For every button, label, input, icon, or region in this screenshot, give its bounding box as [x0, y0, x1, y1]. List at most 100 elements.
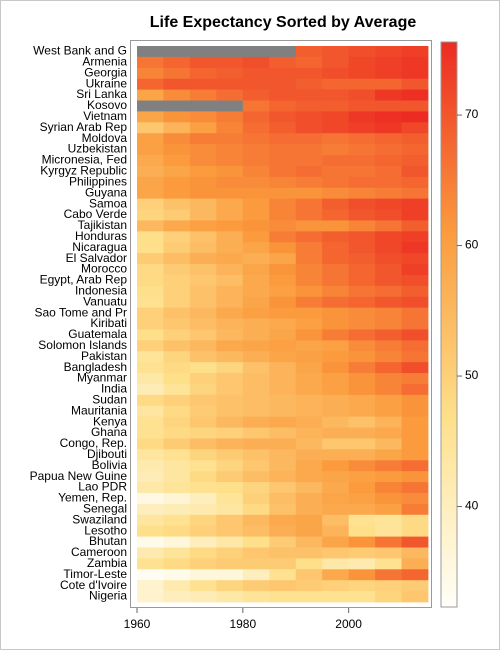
heat-cell — [163, 591, 191, 603]
heat-cell — [295, 253, 323, 265]
heat-cell — [137, 362, 164, 374]
heat-cell — [216, 209, 244, 221]
heat-cell — [295, 492, 323, 505]
heat-cell — [189, 591, 217, 603]
heat-cell — [295, 580, 323, 592]
heat-cell — [216, 405, 244, 418]
heat-cell — [242, 318, 270, 330]
heat-cell — [242, 220, 270, 232]
heat-cell — [242, 67, 270, 80]
heat-cell — [348, 155, 376, 167]
y-tick-label: Vietnam — [83, 109, 127, 123]
heat-cell — [375, 220, 402, 232]
heat-cell — [242, 471, 270, 483]
heat-cell — [189, 394, 217, 407]
heat-cell — [295, 449, 323, 461]
heat-cell — [375, 144, 402, 156]
heat-cell — [189, 351, 217, 363]
heat-cell — [269, 307, 297, 319]
y-tick-label: Timor-Leste — [63, 567, 127, 581]
y-tick-label: Ukraine — [86, 76, 128, 90]
heat-cell — [216, 438, 244, 450]
heat-cell — [375, 285, 402, 298]
heat-cell — [322, 67, 350, 80]
heat-cell — [216, 122, 244, 134]
heat-cell — [375, 558, 402, 570]
heat-cell — [242, 329, 270, 341]
heat-cell — [163, 547, 191, 559]
heat-cell — [189, 525, 217, 537]
heat-cell — [242, 503, 270, 516]
heat-cell — [269, 176, 297, 189]
heat-cell — [189, 460, 217, 472]
heat-cell — [163, 264, 191, 276]
heat-cell — [269, 89, 297, 101]
heat-cell — [348, 416, 376, 428]
heat-cell — [163, 155, 191, 167]
heat-cell — [322, 111, 350, 123]
heat-cell — [137, 264, 164, 276]
heat-cell — [216, 46, 244, 58]
heat-cell — [401, 176, 429, 189]
heat-cell — [348, 471, 376, 483]
heat-cell — [137, 176, 164, 189]
heat-cell — [189, 89, 217, 101]
heat-cell — [269, 274, 297, 287]
heat-cell — [375, 165, 402, 178]
heat-cell — [216, 264, 244, 276]
heat-cell — [216, 547, 244, 559]
heat-cell — [269, 155, 297, 167]
heat-cell — [322, 416, 350, 428]
y-tick-label: Nigeria — [89, 589, 127, 603]
heat-cell — [216, 56, 244, 69]
heat-cell — [216, 111, 244, 123]
heat-cell — [216, 514, 244, 527]
heat-cell — [242, 274, 270, 287]
heat-cell — [189, 558, 217, 570]
heat-cell — [348, 46, 376, 58]
heat-cell — [401, 78, 429, 91]
heat-cell — [269, 482, 297, 494]
heat-cell — [137, 231, 164, 243]
heat-cell — [401, 383, 429, 396]
heat-cell — [401, 340, 429, 352]
y-tick-label: Morocco — [81, 262, 127, 276]
heat-cell — [242, 558, 270, 570]
heat-cell — [375, 274, 402, 287]
heat-cell — [163, 438, 191, 450]
heat-cell — [137, 383, 164, 396]
heat-cell — [189, 427, 217, 439]
heat-cell — [322, 405, 350, 418]
heat-cell — [269, 165, 297, 178]
heat-cell — [322, 100, 350, 112]
heat-cell — [348, 427, 376, 439]
y-tick-label: Samoa — [89, 196, 127, 210]
heat-cell — [163, 416, 191, 428]
y-tick-label: Myanmar — [77, 371, 127, 385]
heat-cell — [163, 351, 191, 363]
heat-cell — [137, 558, 164, 570]
heat-cell — [137, 351, 164, 363]
heat-cell — [163, 362, 191, 374]
y-tick-label: Bangladesh — [64, 360, 127, 374]
heat-cell — [375, 111, 402, 123]
heat-cell — [189, 187, 217, 200]
heat-cell — [242, 144, 270, 156]
heat-cell — [295, 438, 323, 450]
heat-cell — [137, 460, 164, 472]
heat-cell — [401, 187, 429, 200]
heat-cell — [322, 362, 350, 374]
heat-cell — [189, 220, 217, 232]
heat-cell — [401, 591, 429, 603]
heat-cell — [137, 209, 164, 221]
heat-cell — [401, 274, 429, 287]
heat-cell — [216, 285, 244, 298]
heat-cell — [269, 340, 297, 352]
heat-cell — [163, 492, 191, 505]
heat-cell — [295, 198, 323, 210]
heat-cell — [189, 580, 217, 592]
y-tick-label: Guatemala — [68, 327, 127, 341]
heat-cell — [242, 449, 270, 461]
y-tick-label: Guyana — [85, 185, 127, 199]
heat-cell — [375, 547, 402, 559]
